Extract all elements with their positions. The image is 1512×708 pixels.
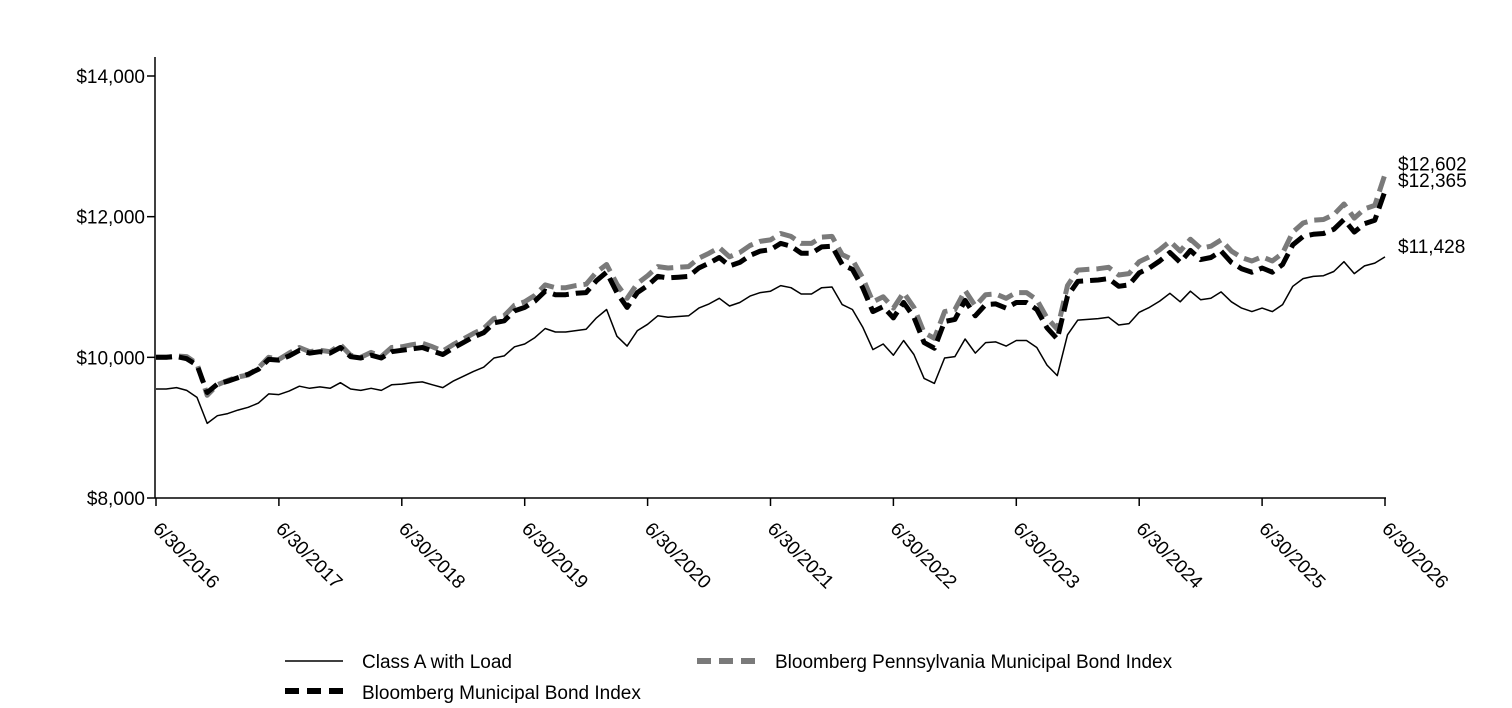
series-line-class-a xyxy=(156,256,1386,425)
end-label-class-a: $11,428 xyxy=(1398,237,1465,258)
y-tick-label: $8,000 xyxy=(87,489,145,510)
x-tick-label: 6/30/2022 xyxy=(886,519,961,594)
x-tick-label: 6/30/2024 xyxy=(1132,519,1207,594)
end-label-bloomberg-pa: $12,602 xyxy=(1398,154,1467,175)
end-labels: $11,428 $12,365$12,602 xyxy=(1398,154,1467,258)
y-ticks: $8,000 $10,000 $12,000 $14,000 xyxy=(76,67,155,510)
y-tick-label: $14,000 xyxy=(76,67,145,88)
x-tick-label: 6/30/2018 xyxy=(394,519,469,594)
x-tick-label: 6/30/2020 xyxy=(640,519,715,594)
legend-label-class-a: Class A with Load xyxy=(362,652,512,673)
x-tick-label: 6/30/2026 xyxy=(1377,519,1452,594)
x-tick-label: 6/30/2017 xyxy=(271,519,346,594)
x-tick-label: 6/30/2023 xyxy=(1009,519,1084,594)
y-tick-label: $10,000 xyxy=(76,348,145,369)
x-tick-label: 6/30/2019 xyxy=(517,519,592,594)
axes-layer xyxy=(154,57,1386,499)
end-label-bloomberg-muni: $12,365 xyxy=(1398,171,1467,192)
series-layer xyxy=(156,173,1388,425)
series-line-bloomberg-pa xyxy=(156,173,1388,398)
x-tick-label: 6/30/2021 xyxy=(763,519,838,594)
x-tick-label: 6/30/2025 xyxy=(1255,519,1330,594)
y-tick-label: $12,000 xyxy=(76,208,145,229)
x-tick-label: 6/30/2016 xyxy=(148,519,223,594)
legend-label-bloomberg-pa: Bloomberg Pennsylvania Municipal Bond In… xyxy=(775,652,1173,673)
legend-item-class-a[interactable]: Class A with Load xyxy=(285,652,512,673)
x-ticks: 6/30/2016 6/30/2017 6/30/2018 6/30/2019 6/30… xyxy=(148,498,1452,594)
legend-item-bloomberg-pa[interactable]: Bloomberg Pennsylvania Municipal Bond In… xyxy=(697,652,1173,673)
legend-label-bloomberg-muni: Bloomberg Municipal Bond Index xyxy=(362,683,641,704)
legend-item-bloomberg-muni[interactable]: Bloomberg Municipal Bond Index xyxy=(285,683,641,704)
series-line-bloomberg-muni xyxy=(156,190,1388,395)
legend: Class A with Load Bloomberg Pennsylvania… xyxy=(285,652,1173,704)
